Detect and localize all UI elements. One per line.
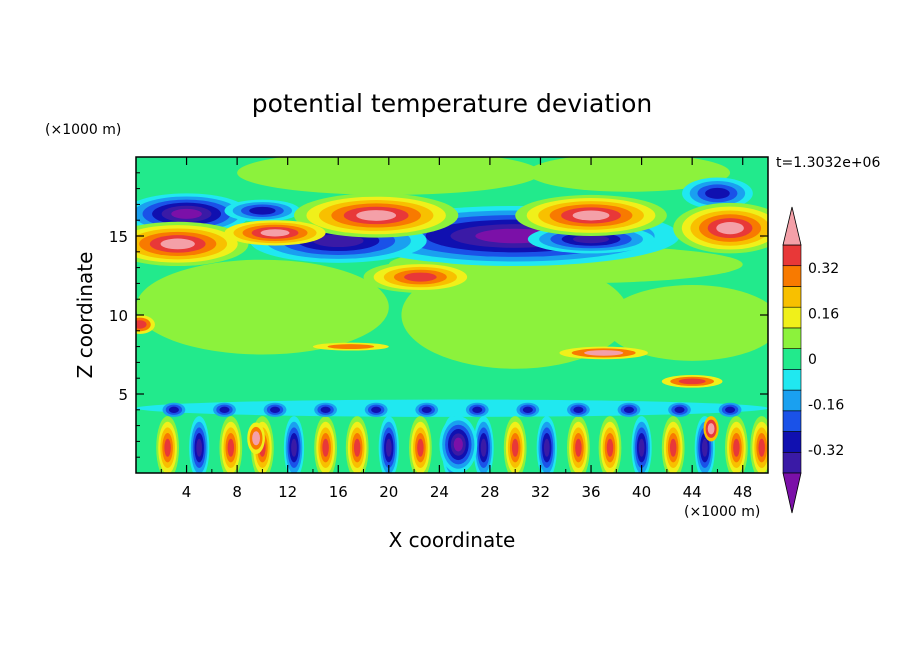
x-tick-label: 8 — [232, 483, 242, 501]
colorbar-bin — [782, 410, 802, 432]
colorbar-bin — [782, 451, 802, 474]
convective-column — [511, 438, 519, 457]
convective-column — [417, 438, 424, 457]
warm-anomaly — [160, 238, 195, 250]
convective-column — [733, 438, 740, 457]
y-tick-label: 15 — [109, 228, 128, 246]
x-tick-label: 36 — [581, 483, 600, 501]
boundary-cap — [219, 406, 230, 413]
warm-anomaly — [572, 210, 610, 221]
field-region — [237, 157, 541, 195]
warm-anomaly — [404, 272, 437, 282]
colorbar-bin — [782, 348, 802, 370]
x-tick-label: 12 — [278, 483, 297, 501]
convective-column — [164, 438, 171, 457]
warm-anomaly — [716, 221, 744, 235]
boundary-cap — [320, 406, 331, 413]
y-axis-label: Z coordinate — [73, 252, 97, 379]
colorbar-bin — [782, 244, 802, 267]
x-tick-label: 16 — [329, 483, 348, 501]
warm-anomaly — [584, 350, 624, 356]
cold-anomaly — [249, 206, 276, 215]
convective-column — [480, 438, 487, 457]
convective-column — [322, 438, 329, 457]
convective-column — [453, 437, 463, 452]
contour-field — [136, 157, 768, 473]
convective-column — [638, 438, 645, 457]
chart-title: potential temperature deviation — [252, 89, 652, 118]
boundary-cap — [674, 406, 685, 413]
warm-anomaly — [136, 320, 147, 329]
y-unit-label: (×1000 m) — [45, 122, 121, 138]
boundary-cap — [371, 406, 382, 413]
field-region — [527, 157, 731, 192]
cold-anomaly — [171, 208, 202, 219]
colorbar-bin — [782, 431, 802, 453]
colorbar-bin — [782, 306, 802, 329]
field-region — [603, 284, 768, 361]
colorbar-extend-low — [782, 472, 802, 514]
boundary-cap — [573, 406, 584, 413]
colorbar-bin — [782, 327, 802, 349]
convective-column — [252, 431, 261, 446]
boundary-cap — [623, 406, 635, 413]
convective-column — [353, 438, 361, 457]
convective-column — [543, 438, 550, 457]
convective-column — [669, 438, 677, 457]
convective-column — [227, 438, 235, 457]
warm-anomaly — [678, 378, 706, 385]
x-tick-label: 24 — [430, 483, 449, 501]
colorbar-bin — [782, 369, 802, 391]
x-tick-label: 4 — [182, 483, 192, 501]
boundary-cap — [725, 406, 736, 413]
warm-anomaly — [260, 229, 290, 237]
time-label: t=1.3032e+06 — [776, 155, 880, 171]
convective-column — [291, 438, 297, 457]
convective-column — [758, 438, 765, 457]
convective-column — [196, 438, 203, 457]
convective-column — [385, 438, 392, 457]
colorbar-label: 0.32 — [808, 261, 839, 277]
boundary-cap — [168, 406, 179, 413]
field-region — [136, 259, 389, 355]
convective-column — [707, 423, 715, 435]
cold-anomaly — [572, 235, 610, 244]
colorbar-bin — [782, 286, 802, 308]
boundary-cap — [522, 406, 533, 413]
boundary-cap — [269, 406, 281, 413]
x-axis-ticks: 4 8 12 16 20 24 28 32 36 40 44 48 — [160, 157, 752, 501]
cold-anomaly — [705, 187, 730, 199]
cold-anomaly — [312, 234, 364, 248]
y-tick-label: 10 — [109, 307, 128, 325]
colorbar-label: 0.16 — [808, 306, 839, 322]
boundary-cap — [472, 406, 483, 413]
colorbar-bin — [782, 389, 802, 412]
boundary-layer — [136, 399, 768, 417]
x-tick-label: 20 — [379, 483, 398, 501]
x-tick-label: 32 — [531, 483, 550, 501]
colorbar-label: 0 — [808, 352, 817, 368]
colorbar-label: -0.16 — [808, 398, 844, 414]
boundary-cap — [421, 406, 432, 413]
x-tick-label: 44 — [683, 483, 702, 501]
x-tick-label: 28 — [480, 483, 499, 501]
convective-column — [575, 438, 582, 457]
x-tick-label: 40 — [632, 483, 651, 501]
y-axis-ticks: 5 10 15 — [109, 172, 768, 458]
warm-anomaly — [327, 344, 375, 350]
warm-anomaly — [356, 210, 397, 221]
colorbar-bin — [782, 265, 802, 287]
x-tick-label: 48 — [733, 483, 752, 501]
convective-column — [606, 438, 614, 457]
colorbar: 0.32 0.16 0 -0.16 -0.32 — [782, 206, 844, 514]
colorbar-label: -0.32 — [808, 443, 844, 459]
plot-area — [135, 156, 769, 474]
x-axis-label: X coordinate — [389, 528, 516, 552]
x-unit-label: (×1000 m) — [684, 504, 760, 520]
y-tick-label: 5 — [118, 386, 128, 404]
colorbar-extend-high — [782, 206, 802, 246]
convective-column — [701, 438, 708, 457]
